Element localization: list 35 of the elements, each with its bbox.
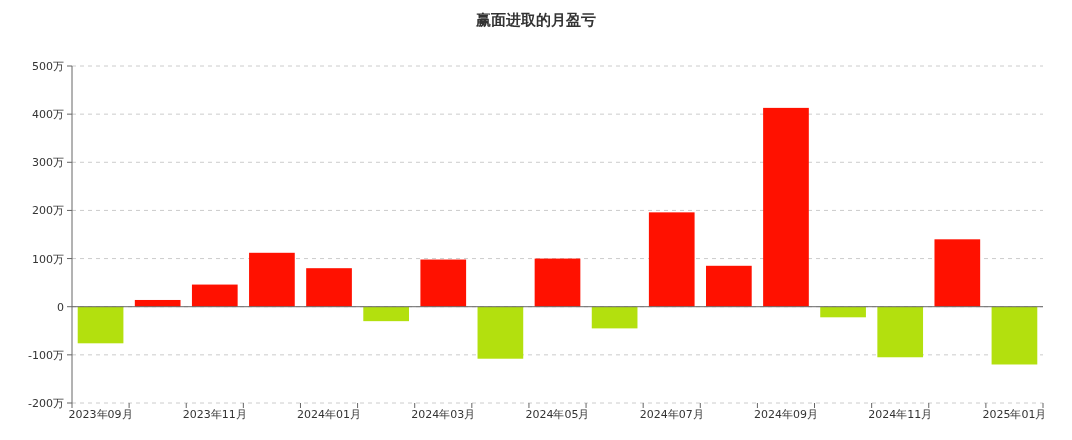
x-tick-label: 2024年09月 bbox=[753, 408, 818, 421]
bar bbox=[763, 107, 809, 307]
bar bbox=[534, 258, 581, 307]
x-tick-label: 2024年11月 bbox=[868, 408, 933, 421]
bar bbox=[820, 306, 866, 318]
chart-title: 赢面进取的月盈亏 bbox=[475, 11, 596, 29]
bar bbox=[648, 212, 695, 307]
bar bbox=[77, 306, 124, 344]
bar bbox=[249, 252, 295, 307]
y-tick-label: 400万 bbox=[32, 108, 64, 122]
x-tick-label: 2024年05月 bbox=[525, 408, 590, 421]
x-tick-label: 2024年01月 bbox=[297, 408, 362, 421]
x-tick-label: 2024年07月 bbox=[639, 408, 704, 421]
x-tick-label: 2024年03月 bbox=[411, 408, 476, 421]
bar bbox=[991, 306, 1038, 365]
bar bbox=[877, 306, 924, 358]
bar bbox=[191, 284, 238, 307]
x-tick-label: 2023年11月 bbox=[182, 408, 247, 421]
bar bbox=[306, 268, 352, 307]
y-tick-label: 500万 bbox=[32, 60, 64, 73]
bar bbox=[420, 259, 467, 307]
y-tick-label: 200万 bbox=[32, 204, 64, 218]
bar bbox=[591, 306, 638, 329]
bar bbox=[934, 239, 981, 307]
bar bbox=[134, 299, 181, 307]
y-tick-label: 300万 bbox=[32, 156, 64, 170]
x-tick-label: 2025年01月 bbox=[982, 408, 1047, 421]
bar bbox=[477, 306, 524, 359]
y-tick-label: 100万 bbox=[32, 252, 64, 266]
y-tick-label: -200万 bbox=[28, 397, 64, 410]
bar bbox=[363, 306, 409, 322]
y-tick-label: 0 bbox=[57, 300, 64, 314]
x-tick-label: 2023年09月 bbox=[68, 408, 133, 421]
bar bbox=[706, 265, 752, 307]
y-tick-label: -100万 bbox=[28, 348, 64, 362]
